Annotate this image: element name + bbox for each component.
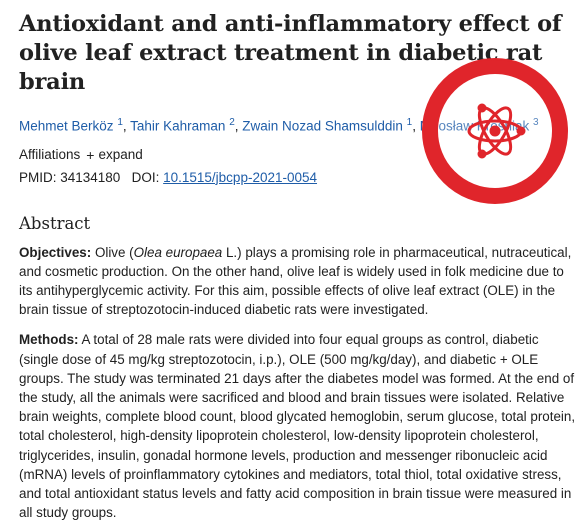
article-page: Antioxidant and anti-inflammatory effect… [19,11,576,520]
author-affiliation-4[interactable]: 3 [533,117,539,128]
article-title: Antioxidant and anti-inflammatory effect… [19,11,562,95]
affiliations-label: Affiliations [19,146,81,162]
atom-icon [467,103,526,159]
author-list: Mehmet Berköz 1, Tahir Kahraman 2, Zwain… [19,117,539,134]
pmid: PMID: 34134180 [19,169,121,185]
expand-label: expand [98,146,143,162]
abstract-methods: Methods: A total of 28 male rats were di… [19,332,576,521]
abstract-heading: Abstract [19,213,91,233]
methods-label: Methods: [19,332,79,348]
author-link-2[interactable]: Tahir Kahraman [130,118,226,134]
species-name: Olea europaea [133,244,223,260]
author-affiliation-3[interactable]: 1 [406,117,413,128]
estudio-cientifico-stamp: ESTUDIO CIENTÍFICO [422,58,568,204]
abstract-objectives: Objectives: Olive (Olea europaea L.) pla… [19,244,572,318]
doi-link[interactable]: 10.1515/jbcpp-2021-0054 [163,169,318,185]
identifiers-row: PMID: 34134180 DOI: 10.1515/jbcpp-2021-0… [19,168,576,188]
author-affiliation-1[interactable]: 1 [117,117,123,128]
objectives-label: Objectives: [19,244,92,260]
author-link-3[interactable]: Zwain Nozad Shamsulddin [242,118,403,134]
affiliations-row: Affiliations + expand [19,145,576,165]
plus-icon: + [86,146,95,163]
author-link-1[interactable]: Mehmet Berköz [19,118,114,134]
doi-label: DOI: [131,169,160,185]
affiliations-expand-button[interactable]: + expand [86,145,142,165]
author-affiliation-2[interactable]: 2 [229,117,235,128]
